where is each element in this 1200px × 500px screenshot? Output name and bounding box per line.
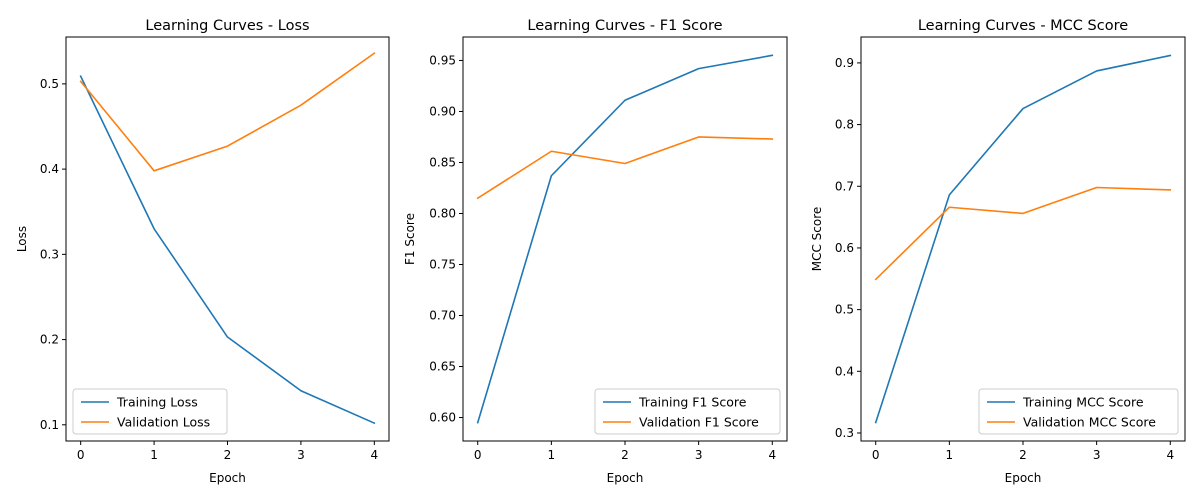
- y-tick-label: 0.8: [835, 118, 854, 132]
- series-line-1: [476, 136, 774, 200]
- y-tick-label: 0.95: [429, 53, 456, 67]
- legend-label: Validation F1 Score: [639, 415, 759, 430]
- x-tick-label: 1: [548, 448, 556, 462]
- x-tick-label: 3: [297, 448, 305, 462]
- x-axis-label: Epoch: [1005, 471, 1042, 485]
- legend-label: Training F1 Score: [638, 395, 747, 410]
- chart-title: Learning Curves - Loss: [145, 18, 309, 34]
- chart-panel-1: Learning Curves - F1 Score 0 1 2 3 4 0.60 0.65 0…: [403, 18, 788, 485]
- y-axis-label: Loss: [15, 226, 29, 252]
- legend: Training Loss Validation Loss: [72, 388, 228, 435]
- series-line-0: [476, 54, 774, 424]
- legend-label: Validation MCC Score: [1023, 415, 1156, 430]
- series-line-1: [874, 186, 1172, 281]
- y-tick-label: 0.70: [429, 309, 456, 323]
- y-tick-label: 0.80: [429, 206, 456, 220]
- y-tick-label: 0.7: [835, 179, 854, 193]
- plot-frame: [462, 36, 788, 442]
- y-tick-label: 0.85: [429, 155, 456, 169]
- legend-label: Validation Loss: [117, 415, 210, 430]
- y-tick-label: 0.5: [835, 303, 854, 317]
- legend-box: [72, 388, 228, 435]
- y-axis-label: F1 Score: [403, 213, 417, 265]
- chart-title: Learning Curves - F1 Score: [527, 18, 722, 34]
- x-tick-label: 0: [474, 448, 482, 462]
- y-tick-label: 0.6: [835, 241, 854, 255]
- y-tick-label: 0.65: [429, 360, 456, 374]
- x-axis-label: Epoch: [209, 471, 246, 485]
- x-tick-label: 4: [768, 448, 776, 462]
- y-tick-label: 0.3: [40, 247, 59, 261]
- x-tick-label: 1: [946, 448, 954, 462]
- x-tick-label: 2: [224, 448, 232, 462]
- series-line-0: [874, 54, 1172, 424]
- x-tick-label: 4: [1166, 448, 1174, 462]
- y-tick-label: 0.60: [429, 411, 456, 425]
- legend: Training F1 Score Validation F1 Score: [594, 388, 781, 435]
- legend-label: Training MCC Score: [1022, 395, 1144, 410]
- y-tick-label: 0.1: [40, 418, 59, 432]
- legend-box: [978, 388, 1179, 435]
- chart-panel-0: Learning Curves - Loss 0 1 2 3 4 0.1 0.2 0.3 0.4 0…: [15, 18, 390, 485]
- x-tick-label: 2: [1019, 448, 1027, 462]
- x-tick-label: 0: [77, 448, 85, 462]
- y-tick-label: 0.90: [429, 104, 456, 118]
- chart-panel-2: Learning Curves - MCC Score 0 1 2 3 4 0.3 0.4 0.…: [810, 18, 1186, 485]
- x-tick-label: 2: [621, 448, 629, 462]
- series-line-0: [79, 75, 376, 425]
- y-tick-label: 0.5: [40, 77, 59, 91]
- series-line-1: [79, 52, 376, 172]
- chart-title: Learning Curves - MCC Score: [918, 18, 1128, 34]
- x-tick-label: 4: [370, 448, 378, 462]
- x-tick-label: 3: [695, 448, 703, 462]
- x-tick-label: 0: [872, 448, 880, 462]
- y-tick-label: 0.3: [835, 426, 854, 440]
- legend-label: Training Loss: [116, 395, 198, 410]
- legend-box: [594, 388, 781, 435]
- y-tick-label: 0.4: [40, 162, 59, 176]
- legend: Training MCC Score Validation MCC Score: [978, 388, 1179, 435]
- x-tick-label: 1: [150, 448, 158, 462]
- x-tick-label: 3: [1093, 448, 1101, 462]
- y-tick-label: 0.2: [40, 333, 59, 347]
- plot-frame: [65, 36, 390, 442]
- x-axis-label: Epoch: [607, 471, 644, 485]
- y-axis-label: MCC Score: [810, 207, 824, 272]
- plot-frame: [860, 36, 1186, 442]
- y-tick-label: 0.9: [835, 56, 854, 70]
- y-tick-label: 0.75: [429, 258, 456, 272]
- y-tick-label: 0.4: [835, 364, 854, 378]
